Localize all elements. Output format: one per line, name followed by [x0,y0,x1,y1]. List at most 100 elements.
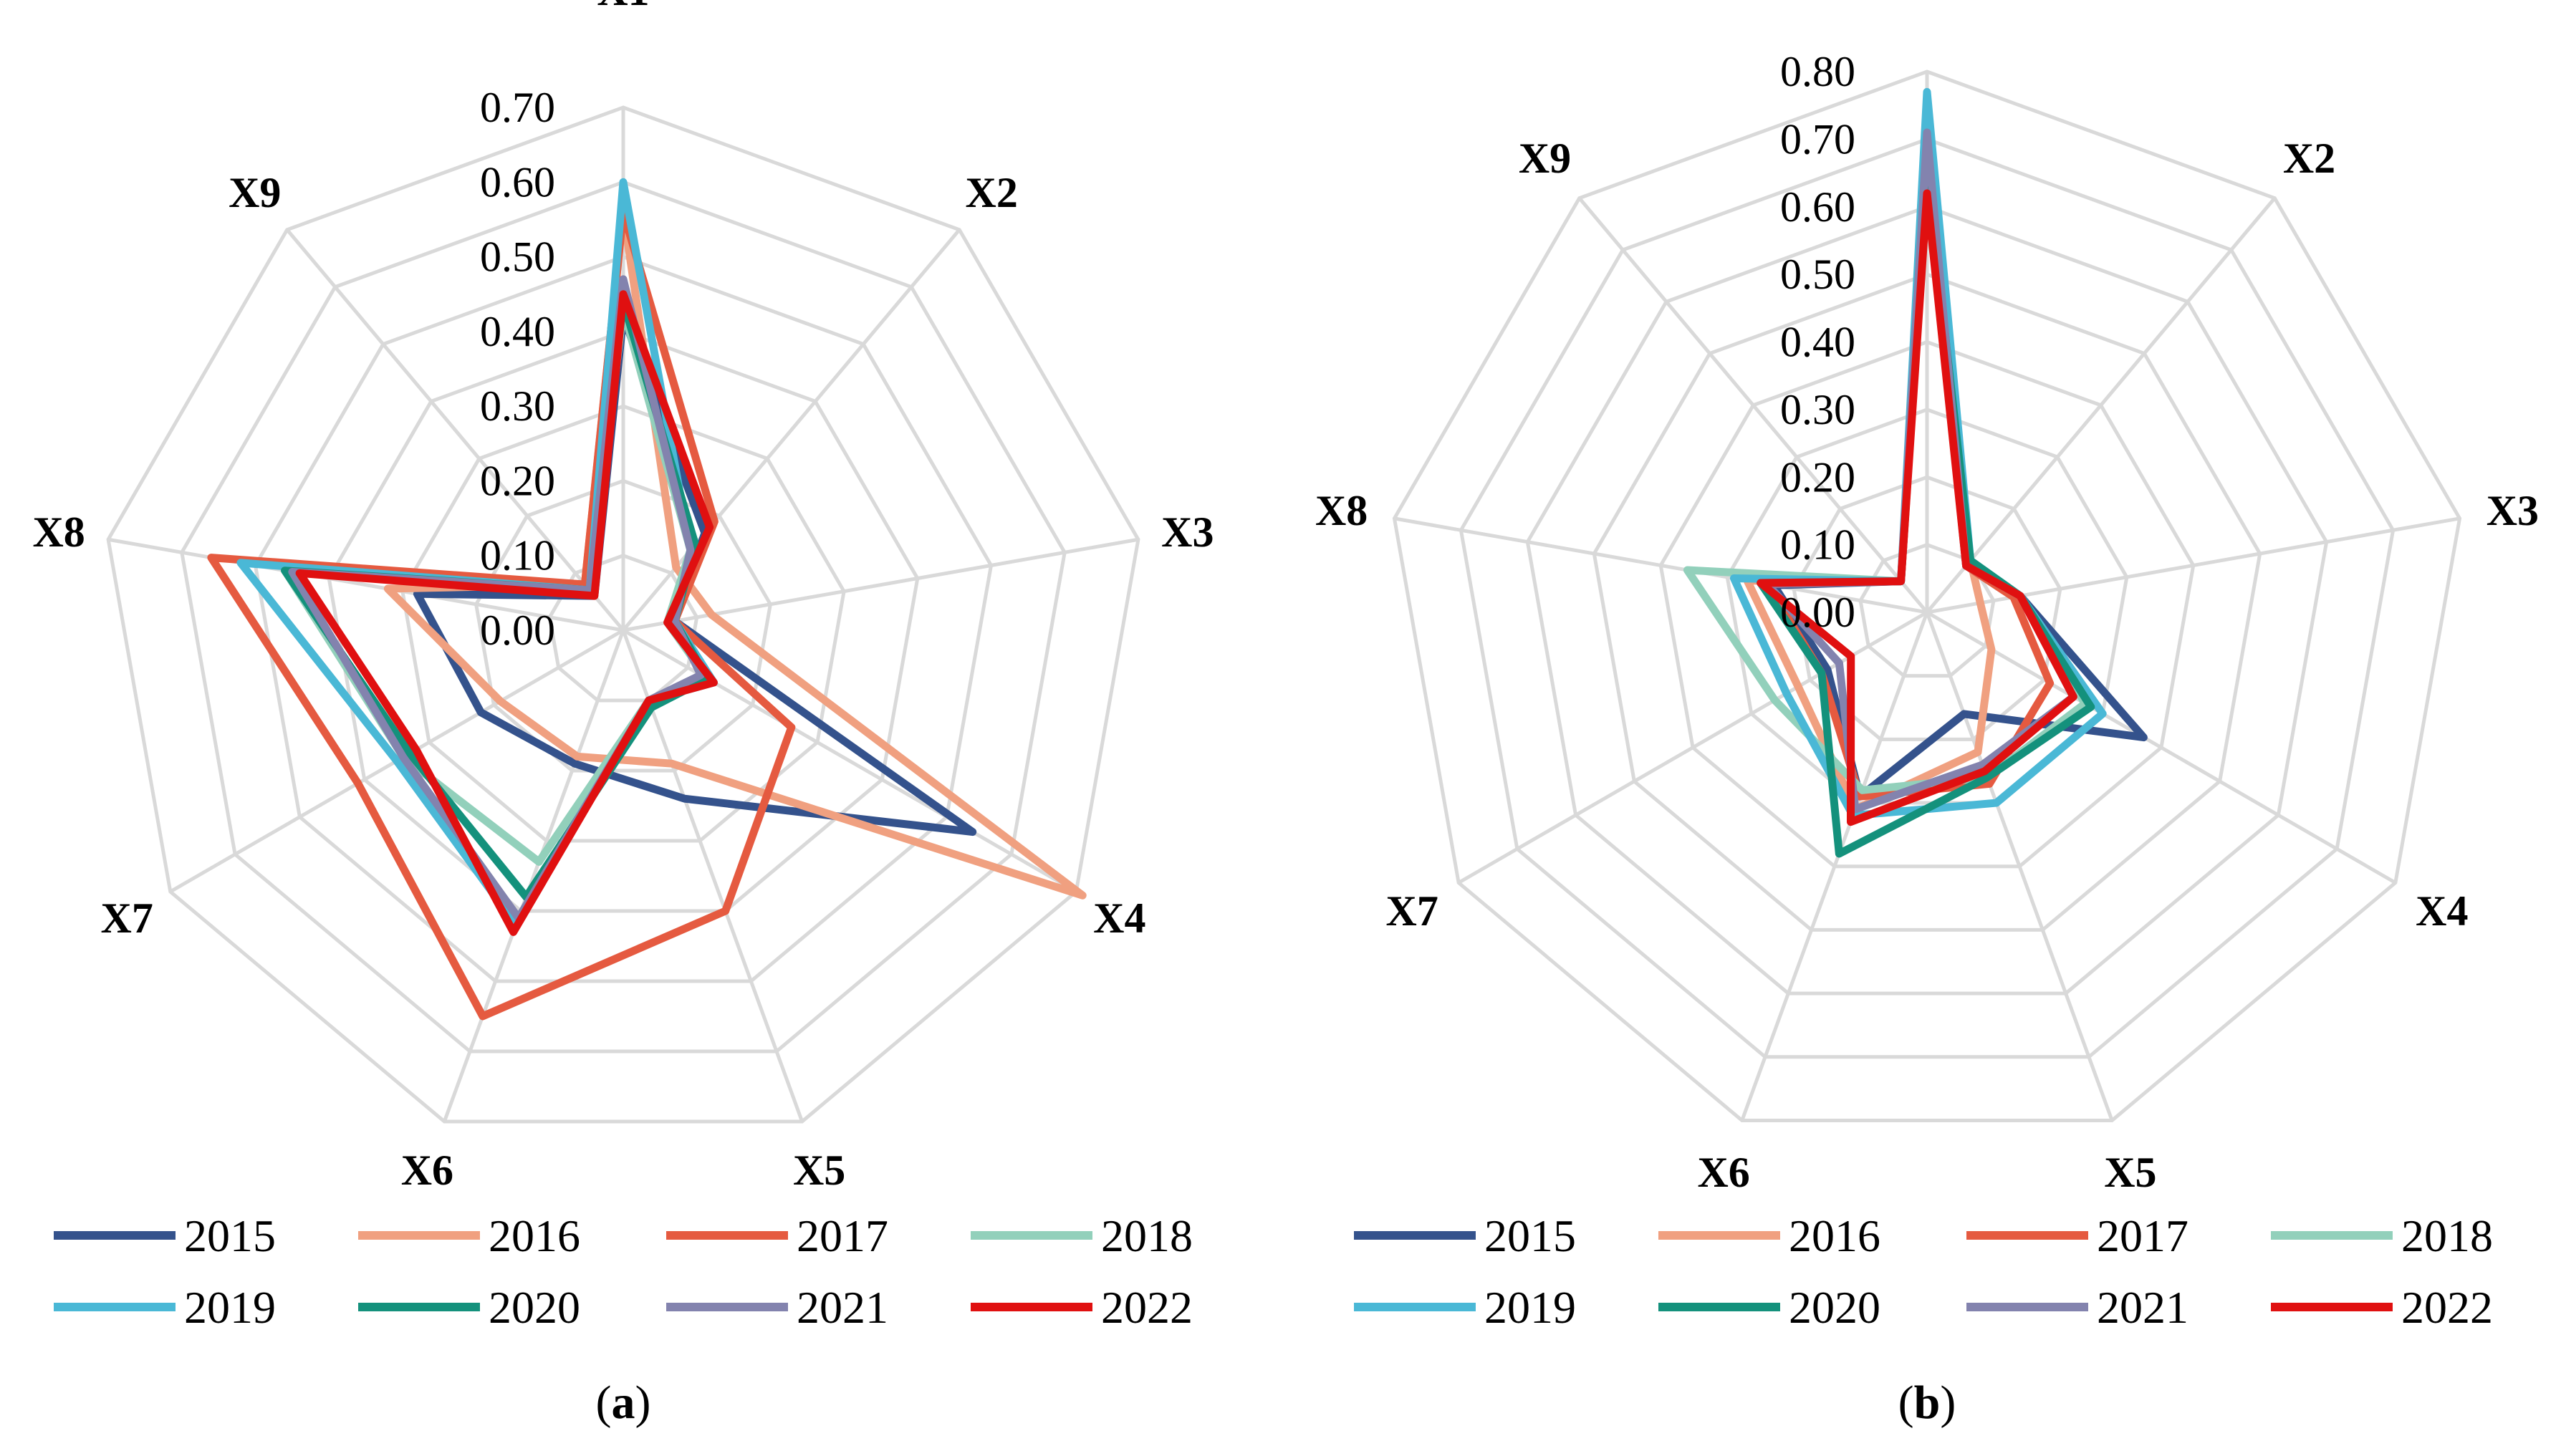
panel-letter: b [1914,1377,1941,1429]
grid-ring [1459,137,2396,1059]
grid-spoke [1926,197,2277,614]
legend-label: 2018 [2401,1210,2493,1261]
axis-label-X3: X3 [2486,487,2539,534]
grid-ring [474,478,773,773]
grid-spoke [285,228,625,632]
legend-item-2018: 2018 [2271,1210,2493,1261]
legend: 2015 2016 2017 2018 2019 2020 2021 2022 [54,1210,1193,1333]
legend-label: 2022 [2401,1282,2493,1333]
legend-item-2016: 2016 [358,1210,580,1261]
legend-item-2018: 2018 [971,1210,1193,1261]
axis-label-X3: X3 [1161,508,1214,556]
grid [1392,69,2462,1122]
legend-item-2015: 2015 [1354,1210,1576,1261]
tick-label: 0.20 [1780,453,1855,501]
series-group [207,178,1087,1021]
grid-spoke [1925,612,2114,1122]
legend-label: 2018 [1101,1210,1193,1261]
legend-label: 2017 [2097,1210,2188,1261]
panel-letter: a [612,1377,635,1429]
axis-label-X6: X6 [401,1147,453,1194]
legend-label: 2020 [489,1282,580,1333]
grid-ring [180,180,1067,1054]
legend-item-2021: 2021 [1966,1282,2188,1333]
legend-label: 2019 [184,1282,276,1333]
tick-label: 0.80 [1780,48,1855,95]
tick-label: 0.30 [1780,386,1855,433]
grid-ring [253,254,994,983]
axis-label-X4: X4 [1093,895,1145,942]
axis-label-X7: X7 [101,895,153,942]
axis-label-X9: X9 [229,169,281,216]
series-line-2017 [207,208,796,1021]
grid-spoke [1577,197,1928,614]
grid-ring [1725,408,2129,805]
tick-label: 0.00 [480,607,555,654]
radar-panel-a: 0.00 0.10 0.20 0.30 0.40 0.50 0.60 0.70 X1 X2 X3 X4… [32,0,1214,1429]
legend-item-2020: 2020 [1658,1282,1880,1333]
legend-item-2019: 2019 [1354,1282,1576,1333]
axis-label-X7: X7 [1386,887,1438,935]
tick-label: 0.40 [480,308,555,355]
legend-item-2022: 2022 [2271,1282,2493,1333]
grid-spoke [1740,612,1929,1122]
tick-label: 0.60 [1780,183,1855,231]
legend-label: 2016 [1789,1210,1880,1261]
series-line-2022 [1757,189,2077,826]
legend: 2015 2016 2017 2018 2019 2020 2021 2022 [1354,1210,2493,1333]
legend-item-2015: 2015 [54,1210,276,1261]
legend-label: 2016 [489,1210,580,1261]
legend-item-2019: 2019 [54,1282,276,1333]
grid-ring [1592,272,2262,932]
legend-item-2022: 2022 [971,1282,1193,1333]
legend-label: 2021 [797,1282,888,1333]
panel-caption: (a) [596,1377,651,1429]
radar-panel-b: 0.000.100.200.300.400.500.600.700.80X1X2… [1315,48,2539,1429]
legend-item-2017: 2017 [1966,1210,2188,1261]
grid-spoke [1394,516,1928,614]
tick-label: 0.20 [480,457,555,504]
tick-labels: 0.00 0.10 0.20 0.30 0.40 0.50 0.60 0.70 [480,84,555,654]
grid-spoke [621,630,804,1122]
legend-label: 2021 [2097,1282,2188,1333]
tick-label: 0.10 [480,532,555,579]
legend-label: 2019 [1484,1282,1576,1333]
tick-label: 0.60 [480,158,555,206]
legend-item-2020: 2020 [358,1282,580,1333]
grid-spoke [1926,610,2397,884]
tick-label: 0.00 [1780,589,1855,636]
axis-label-X4: X4 [2416,887,2468,935]
tick-label: 0.70 [480,84,555,131]
axis-label-X2: X2 [2283,135,2335,182]
panel-caption: (b) [1898,1377,1956,1429]
axis-label-X6: X6 [1697,1149,1749,1196]
series-group [1683,87,2148,858]
axis-label-X5: X5 [793,1147,845,1194]
legend-label: 2020 [1789,1282,1880,1333]
axis-labels: X1X2X3X4X5X6X7X8X9 [32,0,1214,1194]
grid-spoke [107,537,624,632]
tick-label: 0.30 [480,382,555,430]
legend-label: 2015 [184,1210,276,1261]
grid-ring [106,105,1140,1124]
grid-ring [400,404,846,843]
axis-label-X2: X2 [966,169,1018,216]
grid-ring [1658,339,2196,869]
tick-label: 0.10 [1780,521,1855,569]
axis-label-X1: X1 [597,0,649,14]
grid-ring [1392,69,2462,1122]
axis-label-X8: X8 [1315,487,1368,534]
axis-label-X5: X5 [2104,1149,2156,1196]
legend-label: 2015 [1484,1210,1576,1261]
tick-label: 0.50 [480,233,555,281]
grid [106,105,1140,1124]
grid-spoke [442,630,625,1122]
axis-labels: X1X2X3X4X5X6X7X8X9 [1315,135,2539,1196]
grid-ring [327,329,920,913]
tick-label: 0.40 [1780,319,1855,366]
legend-label: 2022 [1101,1282,1193,1333]
legend-item-2016: 2016 [1658,1210,1880,1261]
series-line-2022 [295,290,718,936]
tick-label: 0.50 [1780,251,1855,298]
